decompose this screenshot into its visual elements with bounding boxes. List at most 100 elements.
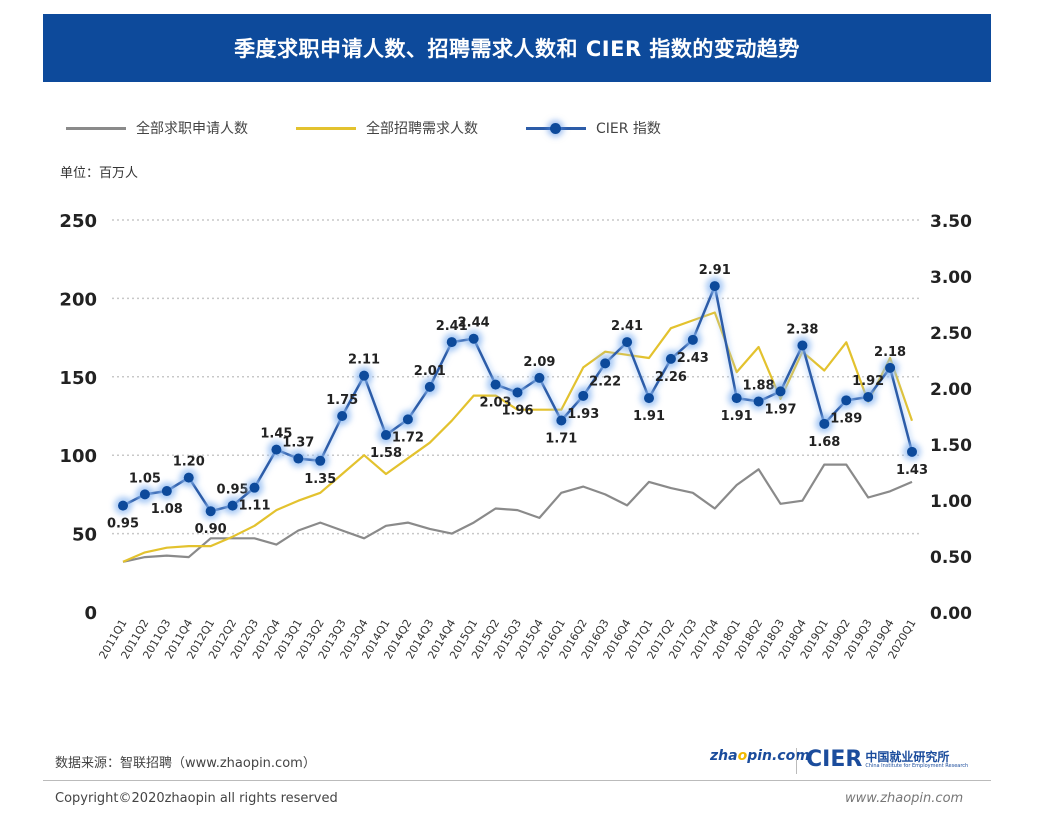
cier-marker (512, 387, 523, 398)
legend-swatch-blue (526, 122, 586, 134)
cier-data-label: 1.43 (896, 463, 928, 478)
cier-data-label: 0.95 (107, 517, 139, 532)
cier-marker (249, 482, 260, 493)
cier-data-label: 1.88 (743, 378, 775, 393)
cier-marker (402, 414, 413, 425)
y2-tick-label: 1.50 (930, 436, 972, 456)
cier-marker (819, 418, 830, 429)
cier-marker (424, 381, 435, 392)
cier-marker (271, 444, 282, 455)
cier-logo-text: CIER (806, 747, 863, 772)
legend-swatch-gray (66, 126, 126, 130)
cier-marker (622, 337, 633, 348)
cier-marker (709, 281, 720, 292)
cier-data-label: 1.96 (501, 403, 533, 418)
cier-marker (665, 353, 676, 364)
cier-data-label: 1.71 (545, 431, 577, 446)
cier-marker (578, 390, 589, 401)
legend-item-demand: 全部招聘需求人数 (296, 118, 478, 138)
cier-data-label: 1.89 (830, 411, 862, 426)
cier-data-label: 2.91 (699, 263, 731, 278)
cier-logo-cn: 中国就业研究所 (865, 749, 950, 764)
cier-data-label: 2.22 (589, 374, 621, 389)
legend-marker-icon (550, 122, 561, 134)
cier-logo: CIER 中国就业研究所 China Institute for Employm… (806, 747, 968, 772)
cier-marker (841, 395, 852, 406)
cier-data-label: 1.91 (721, 409, 753, 424)
cier-data-label: 1.08 (151, 502, 183, 517)
cier-data-label: 2.43 (677, 351, 709, 366)
cier-marker (490, 379, 501, 390)
cier-data-label: 1.93 (567, 407, 599, 422)
copyright: Copyright©2020zhaopin all rights reserve… (55, 791, 338, 806)
y-tick-label: 200 (59, 289, 97, 310)
cier-marker (556, 415, 567, 426)
unit-label: 单位：百万人 (60, 166, 139, 181)
cier-data-label: 0.90 (195, 522, 227, 537)
y2-tick-label: 0.00 (930, 604, 972, 624)
cier-data-label: 1.91 (633, 409, 665, 424)
legend-label: CIER 指数 (596, 121, 661, 137)
cier-marker (687, 334, 698, 345)
data-source: 数据来源：智联招聘（www.zhaopin.com） (55, 756, 316, 771)
cier-data-label: 0.95 (217, 483, 249, 498)
cier-marker (907, 446, 917, 457)
y2-tick-label: 1.00 (930, 492, 972, 512)
cier-marker (359, 370, 370, 381)
y-tick-label: 50 (72, 525, 97, 546)
y2-tick-label: 2.50 (930, 324, 972, 344)
cier-marker (468, 333, 479, 344)
y2-tick-label: 0.50 (930, 548, 972, 568)
cier-data-label: 2.01 (414, 364, 446, 379)
cier-marker (753, 396, 764, 407)
cier-data-label: 1.75 (326, 393, 358, 408)
y2-tick-label: 3.00 (930, 268, 972, 288)
series-line-1 (122, 311, 914, 563)
cier-data-label: 1.68 (808, 435, 840, 450)
cier-marker (337, 411, 348, 421)
legend-label: 全部求职申请人数 (136, 121, 248, 137)
chart-title: 季度求职申请人数、招聘需求人数和 CIER 指数的变动趋势 (234, 37, 800, 61)
cier-marker (293, 453, 304, 464)
cier-data-label: 1.11 (238, 499, 270, 514)
cier-data-label: 1.72 (392, 430, 424, 445)
cier-data-label: 1.97 (764, 402, 796, 417)
cier-marker (205, 506, 216, 517)
y2-tick-label: 3.50 (930, 212, 972, 232)
cier-marker (139, 489, 150, 500)
cier-data-label: 1.35 (304, 472, 336, 487)
cier-data-label: 1.45 (260, 427, 292, 442)
cier-logo-en: China Institute for Employment Research (865, 762, 969, 769)
legend-label: 全部招聘需求人数 (366, 121, 478, 137)
cier-marker (731, 393, 742, 404)
cier-data-label: 2.38 (786, 322, 818, 337)
cier-data-label: 2.03 (480, 396, 512, 411)
cier-marker (775, 386, 786, 397)
logo-divider (796, 748, 797, 774)
cier-marker (227, 500, 238, 511)
cier-data-label: 1.20 (173, 455, 205, 470)
cier-marker (118, 500, 128, 511)
y2-tick-label: 2.00 (930, 380, 972, 400)
cier-data-label: 1.92 (852, 374, 884, 389)
cier-marker (797, 340, 808, 351)
cier-marker (161, 486, 172, 497)
cier-marker (885, 362, 896, 373)
cier-data-label: 1.37 (282, 436, 314, 451)
cier-data-label: 2.26 (655, 370, 687, 385)
footer-divider (43, 780, 991, 781)
footer-url: www.zhaopin.com (845, 791, 964, 806)
y-tick-label: 150 (59, 368, 97, 389)
cier-marker (183, 472, 194, 483)
cier-data-label: 1.58 (370, 446, 402, 461)
legend: 全部求职申请人数 全部招聘需求人数 CIER 指数 (66, 118, 709, 138)
cier-marker (863, 391, 874, 402)
title-banner: 季度求职申请人数、招聘需求人数和 CIER 指数的变动趋势 (43, 14, 991, 82)
cier-marker (644, 393, 654, 404)
cier-data-label: 2.41 (611, 319, 643, 334)
series-line-0 (122, 463, 913, 563)
cier-marker (600, 358, 611, 369)
zhaopin-logo: zhaopin.com (710, 748, 810, 764)
legend-item-cier: CIER 指数 (526, 118, 661, 138)
